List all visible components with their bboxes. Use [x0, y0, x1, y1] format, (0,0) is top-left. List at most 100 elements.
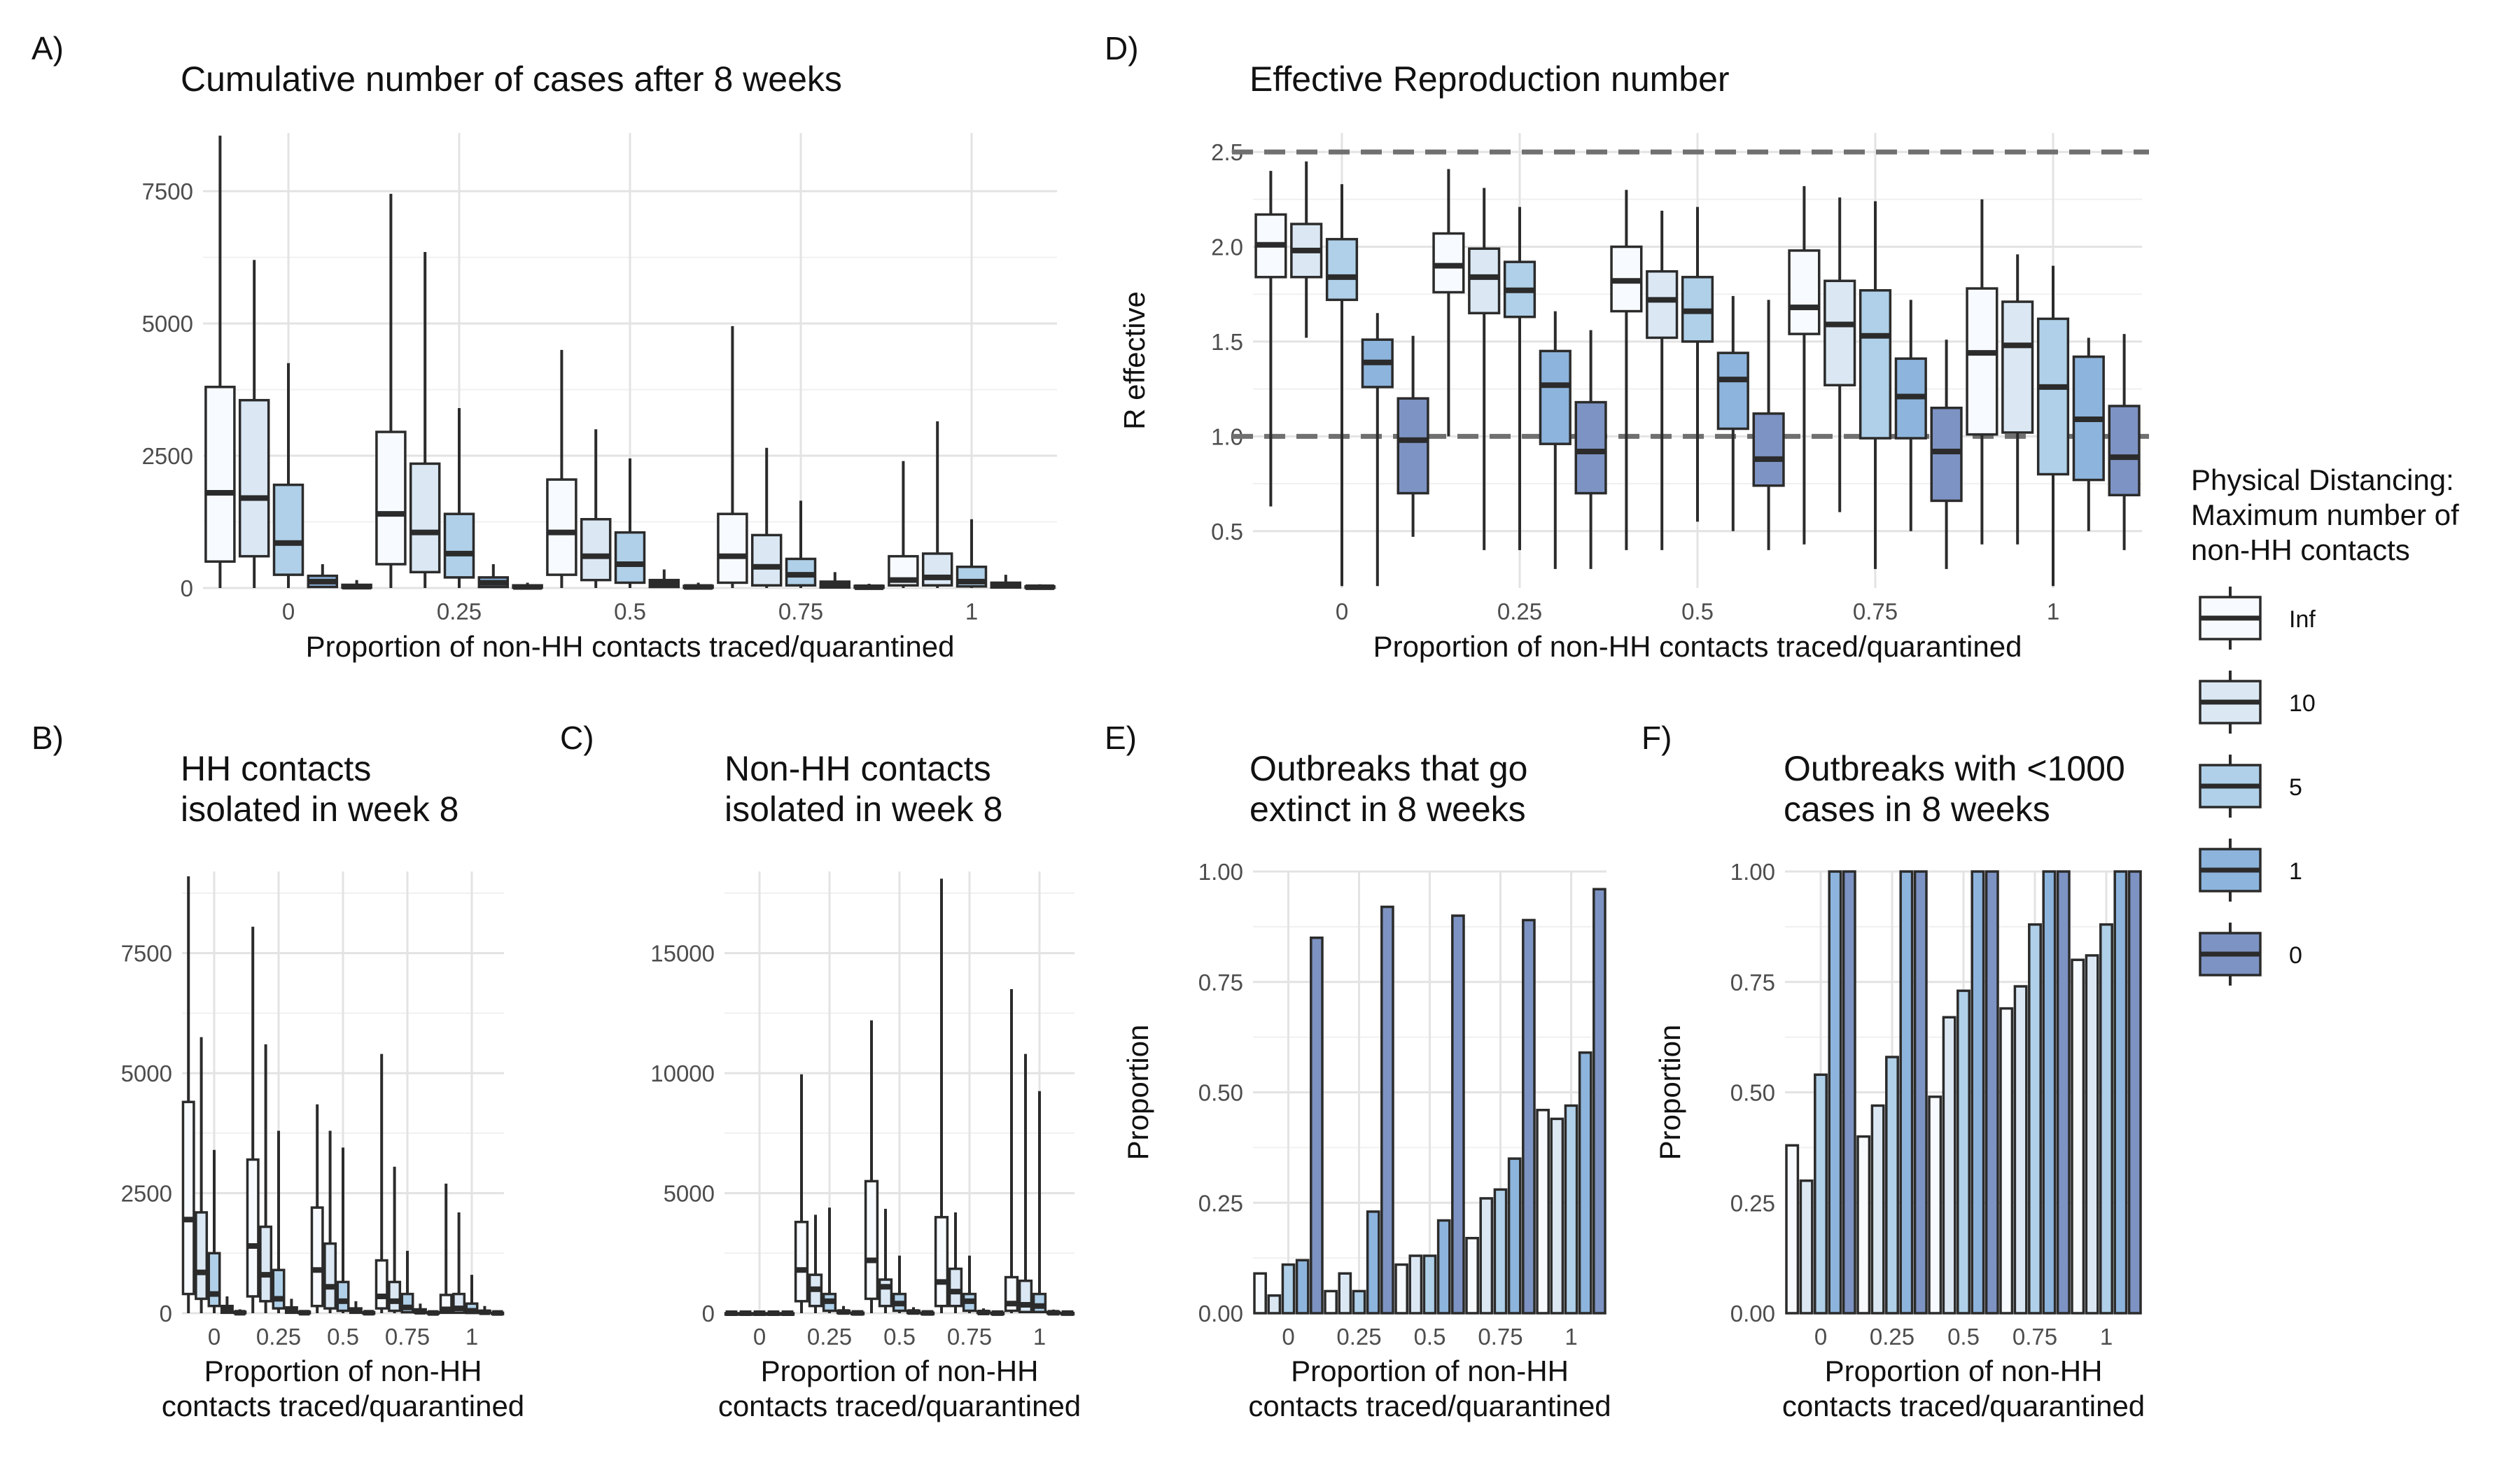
box-body: [310, 1206, 324, 1308]
x-tick-label: 0: [1814, 1324, 1827, 1350]
x-axis-label: Proportion of non-HH: [1291, 1354, 1569, 1387]
box-body: [1966, 287, 1998, 436]
bar: [1267, 1294, 1282, 1315]
panel-title: Cumulative number of cases after 8 weeks: [181, 59, 842, 99]
box-body: [409, 462, 441, 574]
box-body: [878, 1278, 893, 1308]
box-body: [717, 512, 748, 584]
bar: [1913, 870, 1928, 1315]
x-tick-label: 0: [1336, 598, 1348, 624]
box-body: [614, 531, 646, 584]
bar: [2113, 870, 2128, 1315]
box-body: [1468, 247, 1501, 315]
box-body: [374, 1259, 388, 1310]
box-body: [1823, 279, 1856, 386]
panel-letter: E): [1105, 720, 1137, 756]
x-axis-label: Proportion of non-HH contacts traced/qua…: [306, 630, 955, 663]
y-axis-label: Proportion: [1653, 1025, 1686, 1161]
bar: [1422, 1254, 1437, 1315]
y-tick-label: 0: [181, 575, 193, 601]
bar: [1984, 870, 1999, 1315]
y-tick-label: 7500: [142, 178, 193, 204]
x-tick-label: 0.5: [1414, 1324, 1446, 1350]
box-body: [1646, 270, 1679, 340]
legend-label: 1: [2289, 858, 2302, 885]
bar: [1942, 1016, 1956, 1315]
x-axis-label: contacts traced/quarantined: [1782, 1390, 2145, 1422]
box-body: [323, 1242, 337, 1310]
bar: [2013, 985, 2028, 1315]
bar: [1324, 1289, 1338, 1315]
box-body: [272, 1268, 286, 1310]
y-tick-label: 1.5: [1211, 329, 1243, 355]
x-tick-label: 1: [965, 598, 978, 624]
bar: [2127, 870, 2142, 1315]
bar: [1522, 918, 1536, 1315]
box-body: [794, 1220, 809, 1303]
panel-d: D)Effective Reproduction number0.51.01.5…: [1105, 30, 2149, 663]
x-tick-label: 1: [465, 1324, 478, 1350]
box-body: [246, 1158, 260, 1298]
panel-letter: C): [560, 720, 594, 756]
bar: [2028, 923, 2042, 1315]
box-body: [2001, 300, 2034, 434]
bar: [1550, 1117, 1564, 1315]
box-body: [272, 483, 304, 576]
y-tick-label: 0.00: [1730, 1301, 1775, 1326]
y-tick-label: 0.75: [1198, 969, 1243, 995]
bar: [1828, 870, 1842, 1315]
bar: [1310, 936, 1324, 1315]
bar: [1479, 1197, 1494, 1315]
x-tick-label: 0.75: [778, 598, 823, 624]
bar: [1856, 1135, 1871, 1315]
box-body: [948, 1267, 963, 1308]
box-body: [1325, 237, 1359, 302]
bar: [1352, 1289, 1366, 1315]
box-body: [921, 552, 953, 587]
bar: [1295, 1259, 1310, 1315]
panel-title: isolated in week 8: [181, 790, 458, 829]
bar: [2042, 870, 2057, 1315]
box-body: [181, 1100, 195, 1296]
panel-letter: F): [1642, 720, 1672, 756]
box-body: [388, 1280, 402, 1312]
x-tick-label: 0.75: [1853, 598, 1898, 624]
box-body: [864, 1180, 879, 1301]
x-tick-label: 0.75: [2012, 1324, 2057, 1350]
box-body: [259, 1225, 273, 1303]
legend-item-inf: Inf: [2199, 587, 2316, 650]
x-tick-label: 1: [2100, 1324, 2113, 1350]
bar: [1999, 1007, 2014, 1315]
x-tick-label: 0.5: [1947, 1324, 1980, 1350]
bar: [1970, 870, 1985, 1315]
x-tick-label: 0: [1282, 1324, 1294, 1350]
bar: [1842, 870, 1856, 1315]
bar: [1394, 1263, 1408, 1315]
x-tick-label: 0.25: [1870, 1324, 1914, 1350]
bar: [1451, 914, 1465, 1315]
bar: [1785, 1144, 1800, 1315]
bar: [1366, 1210, 1380, 1315]
bar: [1578, 1051, 1592, 1315]
y-tick-label: 1.00: [1730, 859, 1775, 885]
legend-label: 5: [2289, 774, 2302, 801]
bar: [1564, 1104, 1578, 1315]
x-tick-label: 1: [1564, 1324, 1577, 1350]
panel-title: Non-HH contacts: [724, 749, 991, 788]
legend: Physical Distancing:Maximum number ofnon…: [2191, 463, 2459, 986]
legend-label: 0: [2289, 942, 2302, 969]
bar: [1253, 1272, 1267, 1315]
bar: [1465, 1236, 1479, 1315]
y-tick-label: 0.75: [1730, 969, 1775, 995]
bar: [1380, 905, 1394, 1315]
box-body: [336, 1280, 350, 1312]
bar: [1814, 1073, 1828, 1315]
y-tick-label: 10000: [650, 1060, 715, 1086]
box-body: [1396, 397, 1429, 495]
box-body: [546, 478, 578, 576]
